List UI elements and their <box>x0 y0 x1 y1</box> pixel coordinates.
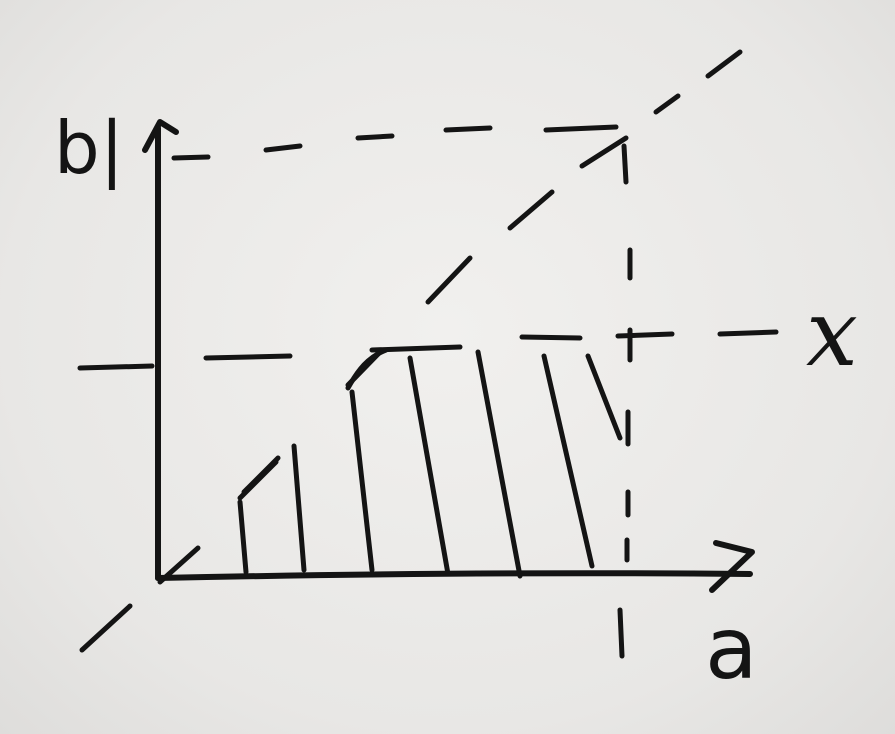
hatch-line <box>585 353 623 441</box>
diagonal-dash <box>507 189 555 231</box>
diagonal-dash <box>79 603 133 653</box>
shaded-region <box>237 347 623 579</box>
top-dash <box>543 124 619 133</box>
diagonal-dash <box>705 49 743 79</box>
diagonal-dashed-line <box>79 49 743 653</box>
y-axis-arrowhead <box>142 119 179 153</box>
vertical-dash <box>621 143 629 185</box>
x-axis <box>155 570 753 581</box>
y-top-label: b| <box>54 106 124 190</box>
x-axis-label: a <box>705 599 758 699</box>
middle-dash <box>203 353 293 361</box>
diagonal-dash <box>579 135 629 169</box>
x-level-label: x <box>806 280 858 387</box>
y-axis <box>154 125 161 581</box>
middle-dash <box>717 329 779 337</box>
top-dash <box>171 154 211 161</box>
hatch-line <box>349 389 375 573</box>
hatch-line <box>237 499 249 575</box>
axes <box>142 119 755 593</box>
region-boundary-left <box>237 459 279 501</box>
hatch-line <box>291 443 307 573</box>
top-dash <box>443 125 493 133</box>
y-tick-mark <box>77 363 155 371</box>
vertical-dashed-line <box>617 143 633 659</box>
top-dash <box>355 133 395 141</box>
middle-dash <box>615 331 675 339</box>
region-boundary-corner <box>345 347 389 391</box>
top-dashed-line <box>171 124 619 161</box>
hatch-line <box>541 353 595 569</box>
hatch-line <box>407 355 451 577</box>
hatch-line <box>475 349 523 579</box>
vertical-dash <box>617 607 625 659</box>
x-axis-arrowhead <box>709 540 755 593</box>
diagonal-dash <box>425 255 473 305</box>
middle-dashed-line <box>77 329 779 371</box>
diagonal-dash <box>157 545 201 585</box>
diagonal-dash <box>653 93 681 115</box>
top-dash <box>263 143 303 153</box>
middle-dash <box>519 334 583 341</box>
